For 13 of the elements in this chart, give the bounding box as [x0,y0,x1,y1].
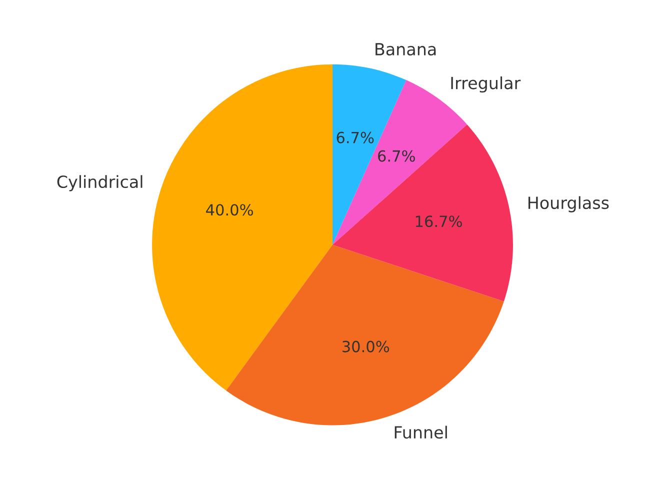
data-label: 6.7% [336,132,374,144]
slice-label: Hourglass [528,196,609,212]
data-label: 6.7% [378,150,415,162]
slice-label: Funnel [394,426,447,439]
pie-slice [332,124,513,302]
slice-label: Banana [376,43,436,56]
slice-label: Cylindrical [57,175,142,192]
pie-slice [152,64,333,391]
data-label: 16.7% [416,216,462,228]
data-label: 30.0% [342,340,390,352]
data-label: 40.0% [206,204,253,216]
pie-slice [226,244,504,426]
slice-label: Irregular [451,76,521,93]
